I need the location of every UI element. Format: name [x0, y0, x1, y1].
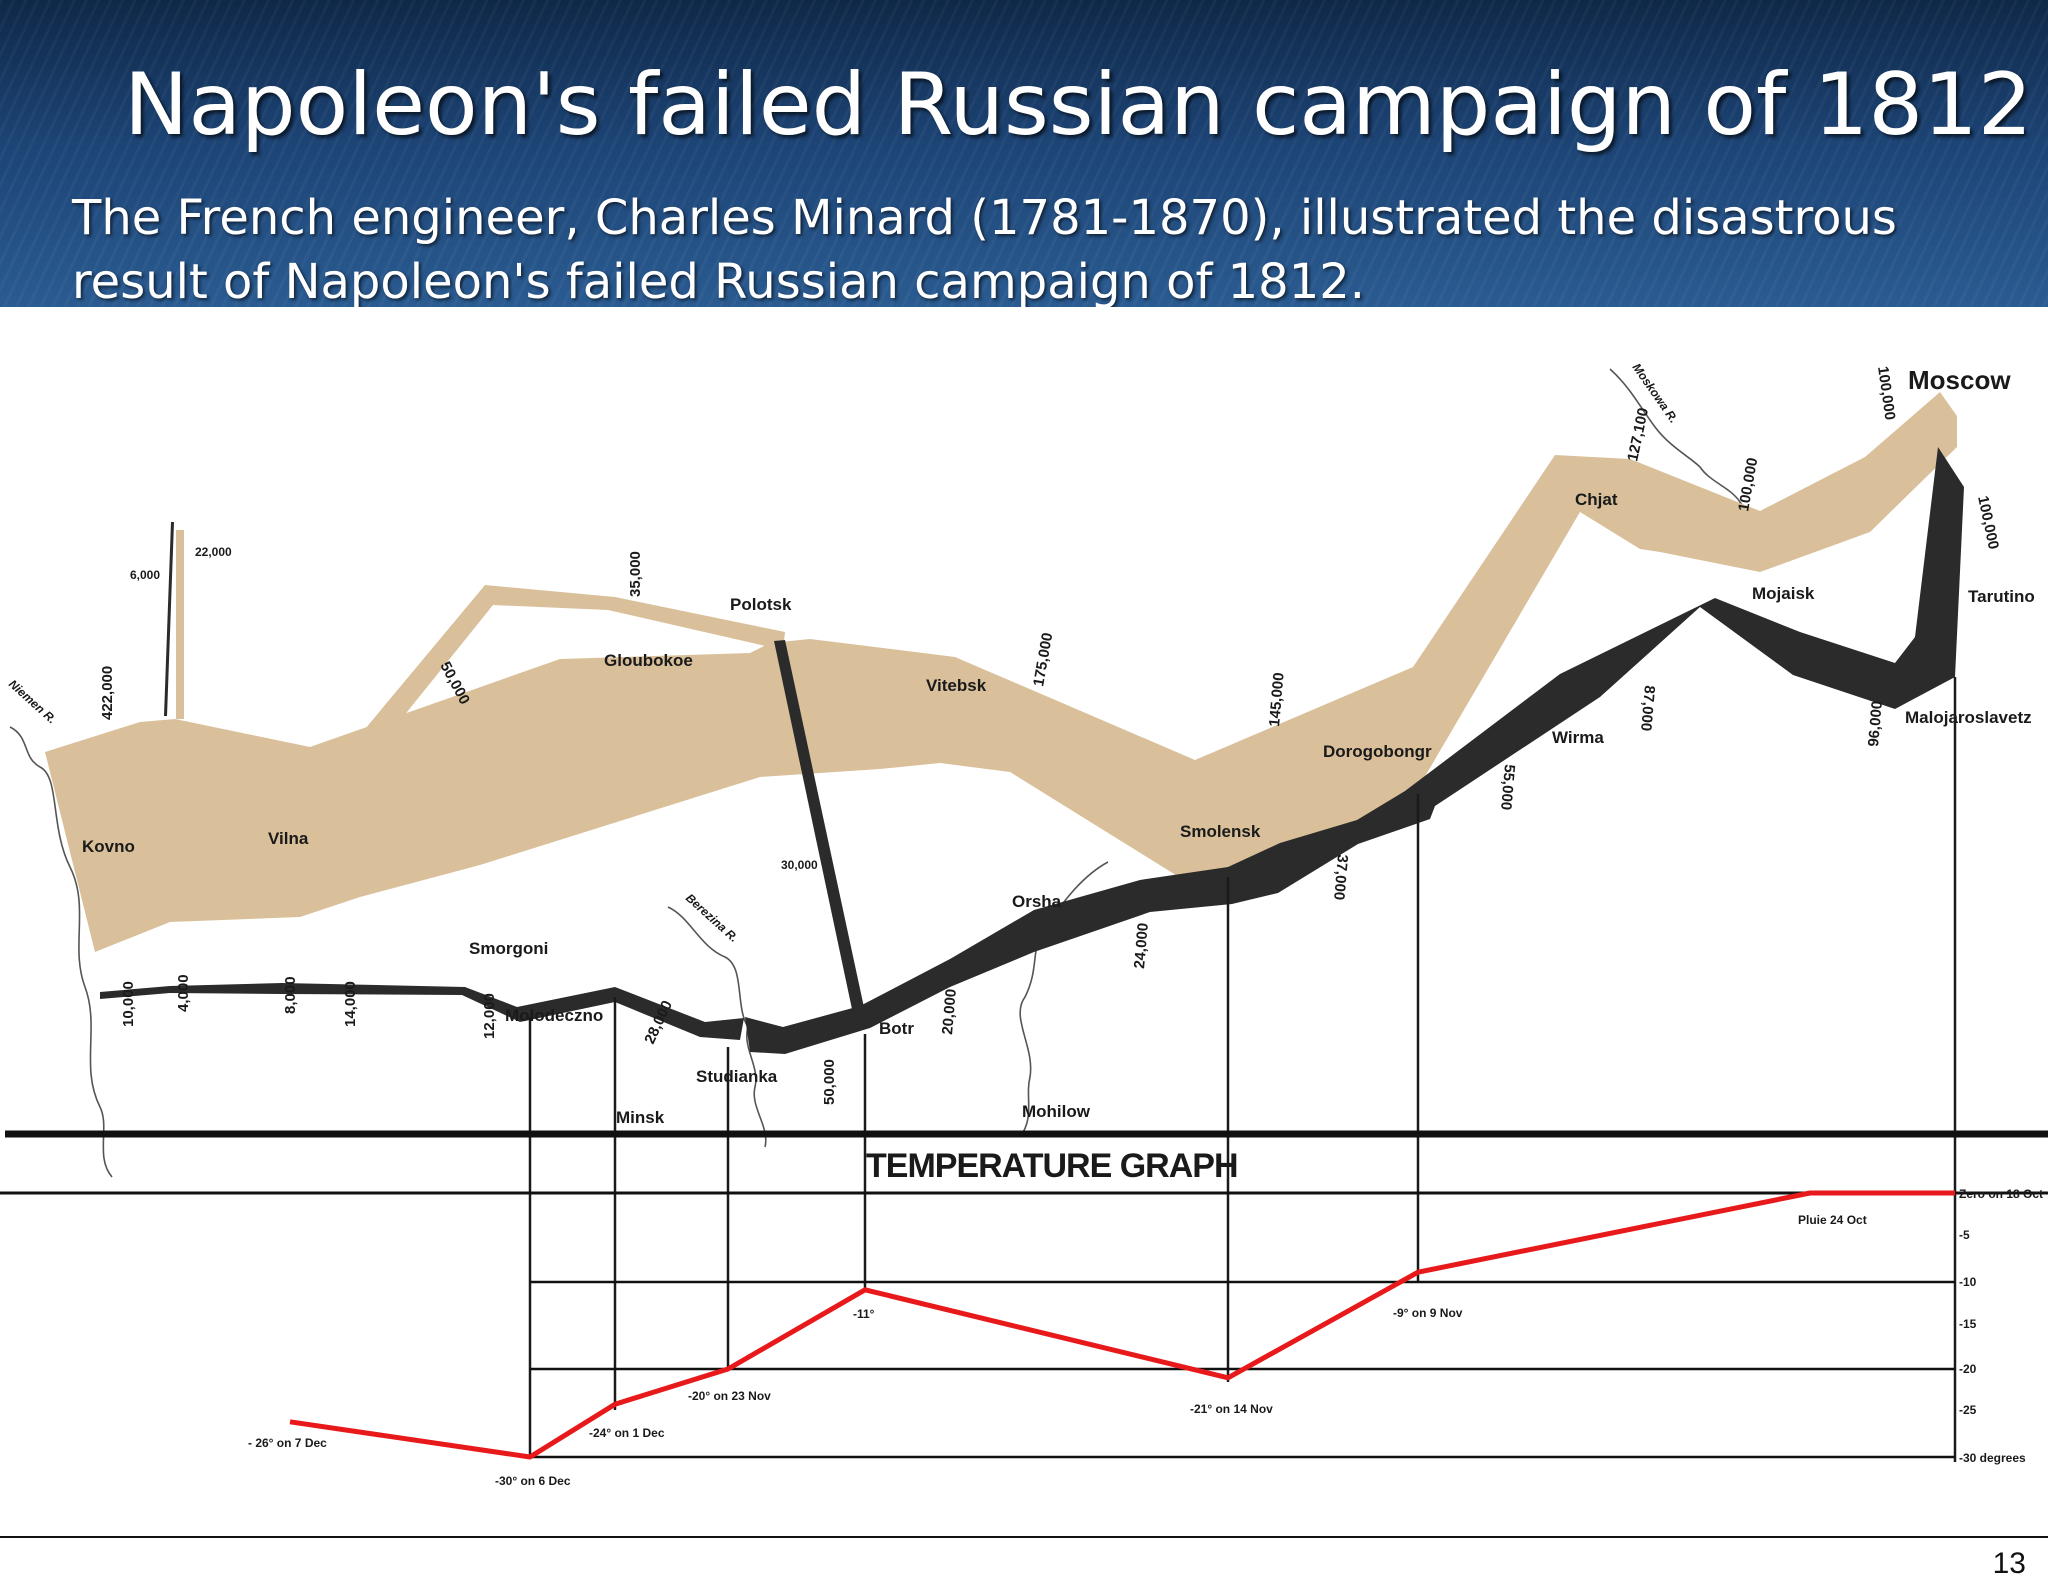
- city-moscow: Moscow: [1908, 365, 2011, 395]
- temperature-line: [289, 1190, 1955, 1460]
- troops-87000: 87,000: [1637, 685, 1658, 732]
- map-labels: Moscow Kovno Vilna Smorgoni Molodeczno M…: [6, 361, 2035, 1127]
- river-berezina: Berezina R.: [683, 891, 741, 945]
- troops-20000: 20,000: [939, 988, 960, 1035]
- scale-minus-15: -15: [1959, 1317, 1977, 1331]
- troops-100000-ret: 100,000: [1974, 494, 2002, 551]
- retreat-polotsk-branch: [774, 640, 868, 1028]
- page-number: 13: [1992, 1547, 2026, 1580]
- city-mojaisk: Mojaisk: [1752, 584, 1815, 603]
- advance-polotsk-branch: [320, 585, 785, 783]
- city-kovno: Kovno: [82, 837, 135, 856]
- troops-10000: 10,000: [120, 981, 137, 1027]
- scale-minus-10: -10: [1959, 1275, 1977, 1289]
- troops-50000-adv: 50,000: [436, 659, 473, 708]
- troops-422000: 422,000: [99, 666, 116, 720]
- city-molodeczno: Molodeczno: [505, 1006, 603, 1025]
- city-minsk: Minsk: [616, 1108, 665, 1127]
- scale-minus-5: -5: [1959, 1228, 1970, 1242]
- minard-diagram: Moscow Kovno Vilna Smorgoni Molodeczno M…: [0, 361, 2048, 1538]
- troops-8000: 8,000: [282, 976, 299, 1014]
- slide-title: Napoleon's failed Russian campaign of 18…: [124, 55, 2033, 155]
- city-vitebsk: Vitebsk: [926, 676, 987, 695]
- temperature-graph-title: TEMPERATURE GRAPH: [866, 1147, 1238, 1185]
- city-mohilow: Mohilow: [1022, 1102, 1091, 1121]
- troops-55000: 55,000: [1497, 764, 1518, 811]
- niemen-river: [9, 726, 113, 1178]
- troops-35000: 35,000: [627, 551, 644, 597]
- troops-24000: 24,000: [1131, 922, 1152, 969]
- retreat-band: [100, 447, 1964, 1054]
- troops-175000: 175,000: [1030, 631, 1056, 687]
- city-polotsk: Polotsk: [730, 595, 792, 614]
- river-niemen: Niemen R.: [6, 677, 59, 727]
- slide-subtitle: The French engineer, Charles Minard (178…: [72, 190, 1897, 307]
- troops-127100: 127,100: [1624, 406, 1652, 463]
- connector-lines: [528, 677, 1957, 1462]
- city-studianka: Studianka: [696, 1067, 778, 1086]
- reading-label-7dec: - 26° on 7 Dec: [248, 1436, 327, 1450]
- reading-label-24oct: Pluie 24 Oct: [1798, 1213, 1867, 1227]
- scale-minus-25: -25: [1959, 1403, 1977, 1417]
- troops-100000-mojaisk: 100,000: [1735, 456, 1761, 512]
- temperature-grid: [0, 1130, 2048, 1538]
- reading-label-9nov: -9° on 9 Nov: [1393, 1306, 1463, 1320]
- city-gloubokoe: Gloubokoe: [604, 651, 693, 670]
- city-tarutino: Tarutino: [1968, 587, 2035, 606]
- troops-22000: 22,000: [195, 545, 232, 559]
- scale-minus-30: -30 degrees: [1959, 1451, 2026, 1465]
- header-texture: [0, 0, 2048, 307]
- slide-header: Napoleon's failed Russian campaign of 18…: [0, 0, 2048, 307]
- troops-50000-ret: 50,000: [821, 1059, 838, 1105]
- city-wirma: Wirma: [1552, 728, 1604, 747]
- reading-label-6dec: -30° on 6 Dec: [495, 1474, 571, 1488]
- scale-zero: Zero on 18 Oct: [1959, 1187, 2043, 1201]
- troops-30000: 30,000: [781, 858, 818, 872]
- retreat-west-path: [100, 983, 744, 1040]
- city-orsha: Orsha: [1012, 892, 1062, 911]
- city-smolensk: Smolensk: [1180, 822, 1261, 841]
- advance-north-branch: [176, 530, 184, 719]
- retreat-north-branch: [164, 522, 174, 716]
- advance-main-path: [45, 392, 1957, 952]
- reading-label-23nov: -20° on 23 Nov: [688, 1389, 771, 1403]
- troops-145000: 145,000: [1266, 672, 1288, 728]
- troops-14000: 14,000: [342, 981, 359, 1027]
- city-dorogobongr: Dorogobongr: [1323, 742, 1432, 761]
- troops-6000: 6,000: [130, 568, 160, 582]
- reading-label-14nov: -21° on 14 Nov: [1190, 1402, 1273, 1416]
- advance-band: [45, 392, 1957, 952]
- temperature-labels: TEMPERATURE GRAPH Zero on 18 Oct -5 -10 …: [248, 1147, 2043, 1488]
- troops-37000: 37,000: [1330, 854, 1351, 901]
- city-vilna: Vilna: [268, 829, 309, 848]
- troops-100000-top: 100,000: [1874, 365, 1898, 421]
- city-malojaroslavetz: Malojaroslavetz: [1905, 708, 2032, 727]
- reading-label-minus-11: -11°: [853, 1307, 875, 1321]
- city-botr: Botr: [879, 1019, 914, 1038]
- troops-12000: 12,000: [481, 993, 498, 1039]
- city-smorgoni: Smorgoni: [469, 939, 548, 958]
- reading-label-1dec: -24° on 1 Dec: [589, 1426, 665, 1440]
- city-chjat: Chjat: [1575, 490, 1618, 509]
- scale-minus-20: -20: [1959, 1362, 1977, 1376]
- troops-4000: 4,000: [175, 974, 192, 1012]
- troops-96000: 96,000: [1865, 700, 1886, 747]
